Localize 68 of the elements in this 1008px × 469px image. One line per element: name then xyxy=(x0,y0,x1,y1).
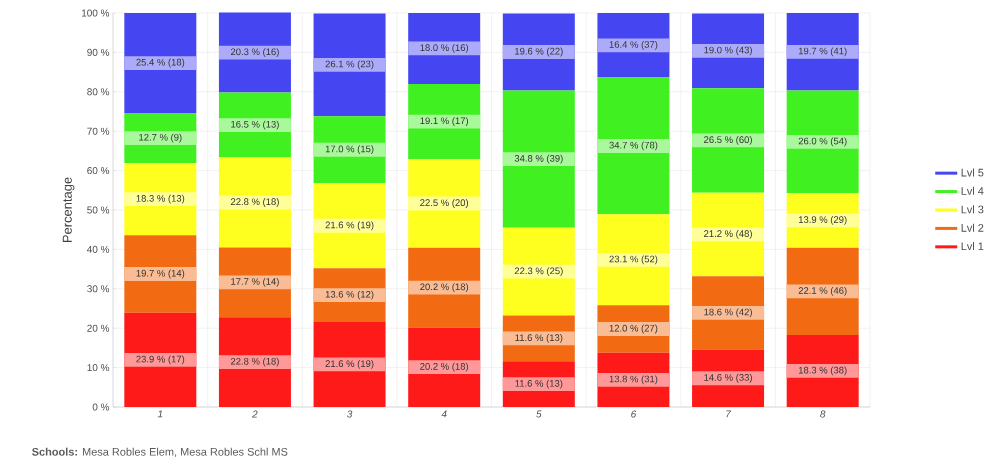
y-tick-label: 60 % xyxy=(87,167,110,175)
data-label: 11.6 % (13) xyxy=(515,334,563,343)
legend-label: Lvl 1 xyxy=(961,242,984,251)
data-label: 18.6 % (42) xyxy=(704,308,752,318)
data-label: 22.1 % (46) xyxy=(798,286,847,296)
y-tick-label: 90 % xyxy=(87,48,110,56)
text: Schools: Mesa Robles Elem, Mesa Robles Schl MS xyxy=(32,447,288,457)
y-axis-title: Percentage xyxy=(62,177,75,243)
data-label: 21.6 % (19) xyxy=(325,360,374,369)
data-label: 12.0 % (27) xyxy=(609,324,658,334)
x-tick-label: 5 xyxy=(536,410,542,418)
data-label: 19.0 % (43) xyxy=(704,46,752,56)
data-label: 26.0 % (54) xyxy=(798,137,847,147)
data-label: 21.2 % (48) xyxy=(704,230,752,239)
y-tick-label: 70 % xyxy=(87,127,110,135)
data-label: 19.7 % (41) xyxy=(798,47,847,57)
data-label: 22.3 % (25) xyxy=(514,267,563,277)
data-label: 26.1 % (23) xyxy=(325,60,374,70)
y-tick-label: 30 % xyxy=(87,285,110,293)
y-tick-label: 0 % xyxy=(92,403,110,411)
data-label: 18.3 % (38) xyxy=(798,366,847,376)
data-label: 22.5 % (20) xyxy=(420,199,469,208)
data-label: 13.6 % (12) xyxy=(325,290,374,300)
data-label: 19.1 % (17) xyxy=(420,117,469,126)
x-tick-label: 7 xyxy=(726,410,732,418)
bar xyxy=(597,77,670,215)
data-label: 25.4 % (18) xyxy=(136,58,185,68)
data-label: 23.9 % (17) xyxy=(136,355,185,365)
legend-label: Lvl 2 xyxy=(961,223,984,232)
x-tick-label: 1 xyxy=(157,410,163,418)
bar xyxy=(502,90,575,228)
x-tick-label: 6 xyxy=(631,410,637,418)
data-label: 17.7 % (14) xyxy=(231,277,279,287)
x-tick-label: 8 xyxy=(820,410,826,418)
data-label: 22.8 % (18) xyxy=(230,198,279,207)
y-tick-label: 100 % xyxy=(82,9,110,17)
data-label: 22.8 % (18) xyxy=(230,357,279,367)
y-tick-label: 20 % xyxy=(87,324,110,332)
data-label: 21.6 % (19) xyxy=(325,221,374,231)
data-label: 23.1 % (52) xyxy=(609,255,658,265)
data-label: 18.0 % (16) xyxy=(420,44,469,53)
data-label: 19.7 % (14) xyxy=(136,269,185,279)
data-label: 18.3 % (13) xyxy=(136,194,185,204)
data-label: 34.7 % (78) xyxy=(609,141,658,151)
data-label: 13.8 % (31) xyxy=(609,375,658,385)
data-label: 11.6 % (13) xyxy=(515,379,563,389)
y-tick-label: 80 % xyxy=(87,88,110,96)
legend-label: Lvl 4 xyxy=(961,186,984,195)
data-label: 34.8 % (39) xyxy=(514,154,563,164)
data-label: 26.5 % (60) xyxy=(704,136,752,145)
data-label: 14.6 % (33) xyxy=(704,373,752,383)
data-label: 17.0 % (15) xyxy=(325,145,374,155)
x-tick-label: 4 xyxy=(441,410,447,418)
data-label: 16.5 % (13) xyxy=(231,120,279,130)
data-label: 20.2 % (18) xyxy=(420,362,469,372)
data-label: 20.2 % (18) xyxy=(420,283,469,293)
legend-label: Lvl 5 xyxy=(961,168,984,177)
y-tick-label: 40 % xyxy=(87,245,110,253)
data-label: 16.4 % (37) xyxy=(609,40,658,50)
data-label: 13.9 % (29) xyxy=(798,216,847,225)
data-label: 19.6 % (22) xyxy=(515,47,563,57)
data-label: 20.3 % (16) xyxy=(230,48,279,57)
legend-label: Lvl 3 xyxy=(961,205,984,214)
x-tick-label: 3 xyxy=(347,410,353,418)
y-tick-label: 50 % xyxy=(87,206,110,214)
y-tick-label: 10 % xyxy=(87,364,110,372)
data-label: 12.7 % (9) xyxy=(139,133,182,143)
x-tick-label: 2 xyxy=(252,410,258,418)
